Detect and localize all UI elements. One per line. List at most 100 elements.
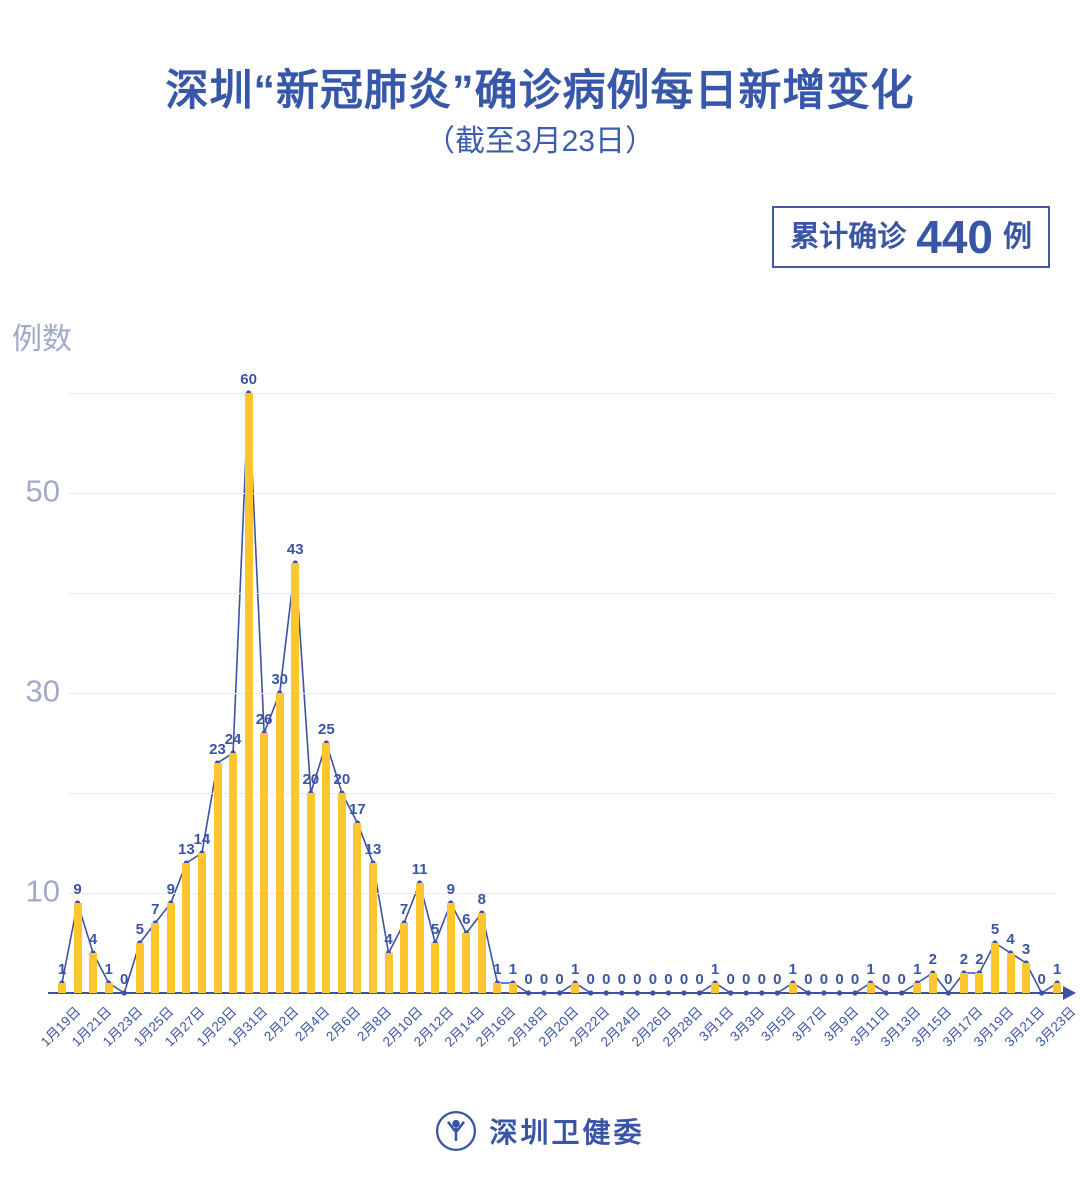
bar <box>959 973 968 993</box>
data-point-label: 25 <box>318 721 335 738</box>
data-point-label: 0 <box>757 971 766 988</box>
data-point-label: 5 <box>431 921 440 938</box>
page-subtitle: （截至3月23日） <box>424 125 656 158</box>
data-point-label: 0 <box>850 971 860 988</box>
bar <box>58 983 66 993</box>
data-point-label: 3 <box>1021 941 1031 958</box>
bar <box>571 983 580 993</box>
data-point-label: 7 <box>399 901 409 918</box>
data-point-label: 1 <box>1053 961 1062 978</box>
bar <box>104 983 113 993</box>
bar <box>788 983 797 993</box>
bar <box>260 733 269 993</box>
badge-label: 累计确诊 <box>790 221 907 253</box>
data-point-label: 14 <box>193 831 211 848</box>
data-point-label: 43 <box>286 541 304 558</box>
data-point-label: 24 <box>224 731 242 748</box>
data-point-label: 5 <box>135 921 144 938</box>
bar <box>508 983 517 993</box>
bar <box>431 943 440 993</box>
data-point-label: 0 <box>726 971 735 988</box>
bar <box>166 903 175 993</box>
bar <box>493 983 502 993</box>
gridline <box>68 693 1054 694</box>
bar <box>400 923 409 993</box>
bar <box>182 863 191 993</box>
bar <box>866 983 875 993</box>
data-point-label: 26 <box>255 711 273 728</box>
data-point-label: 13 <box>364 841 382 858</box>
data-point-label: 30 <box>271 671 289 688</box>
y-axis-title: 例数 <box>12 323 72 356</box>
bar <box>89 953 98 993</box>
badge-unit: 例 <box>1002 221 1032 253</box>
gridline <box>68 893 1054 894</box>
data-point-label: 13 <box>178 841 195 858</box>
data-point-label: 0 <box>897 971 906 988</box>
bar <box>275 693 284 993</box>
bar <box>975 973 984 993</box>
data-point-label: 20 <box>333 771 351 788</box>
bar <box>229 753 238 993</box>
bar <box>1053 983 1062 993</box>
data-point-label: 1 <box>493 961 502 978</box>
data-point-label: 0 <box>679 971 689 988</box>
data-point-label: 0 <box>944 971 953 988</box>
bar <box>369 863 377 993</box>
bar <box>928 973 937 993</box>
bar <box>384 953 393 993</box>
data-point-label: 2 <box>959 951 969 968</box>
data-point-label: 1 <box>570 961 580 978</box>
gridline <box>68 393 1054 394</box>
data-point-label: 0 <box>555 971 564 988</box>
bar <box>477 913 486 993</box>
org-logo-icon <box>435 1110 477 1152</box>
data-point-label: 0 <box>617 971 626 988</box>
x-axis-line <box>48 992 1066 994</box>
data-point-label: 20 <box>302 771 320 788</box>
data-point-label: 7 <box>151 901 160 918</box>
data-point-label: 0 <box>633 971 642 988</box>
data-point-label: 2 <box>975 951 984 968</box>
data-point-label: 9 <box>166 881 176 898</box>
data-point-label: 1 <box>508 961 518 978</box>
data-point-label: 1 <box>866 961 875 978</box>
data-point-label: 4 <box>88 931 98 948</box>
x-axis-arrow-icon <box>1063 986 1076 1000</box>
cumulative-total-badge: 累计确诊 440 例 <box>772 206 1050 268</box>
bar <box>353 823 362 993</box>
data-point-label: 2 <box>928 951 937 968</box>
data-point-label: 23 <box>209 741 226 758</box>
gridline <box>68 493 1054 494</box>
footer: 深圳卫健委 <box>0 1106 1080 1156</box>
page-title: 深圳“新冠肺炎”确诊病例每日新增变化 <box>165 67 915 115</box>
bar <box>1022 963 1031 993</box>
y-tick-label: 30 <box>25 673 60 709</box>
data-point-label: 0 <box>602 971 611 988</box>
bar <box>151 923 160 993</box>
gridline <box>68 593 1054 594</box>
data-point-label: 60 <box>240 371 257 388</box>
data-point-label: 0 <box>819 971 829 988</box>
data-point-label: 0 <box>586 971 595 988</box>
data-point-label: 0 <box>120 971 129 988</box>
data-point-label: 4 <box>384 931 393 948</box>
data-point-label: 1 <box>57 961 67 978</box>
data-point-label: 4 <box>1006 931 1015 948</box>
data-point-label: 11 <box>411 861 428 878</box>
data-point-label: 0 <box>695 971 704 988</box>
bar <box>197 853 206 993</box>
y-tick-label: 50 <box>25 473 60 509</box>
data-point-label: 5 <box>990 921 1000 938</box>
data-point-label: 17 <box>349 801 366 818</box>
bar <box>711 983 720 993</box>
data-point-label: 1 <box>710 961 720 978</box>
data-point-label: 1 <box>104 961 113 978</box>
bar <box>73 903 82 993</box>
data-point-label: 0 <box>804 971 813 988</box>
data-point-label: 9 <box>73 881 82 898</box>
data-point-label: 1 <box>913 961 922 978</box>
bar <box>306 793 315 993</box>
bar <box>462 933 471 993</box>
bar <box>913 983 922 993</box>
